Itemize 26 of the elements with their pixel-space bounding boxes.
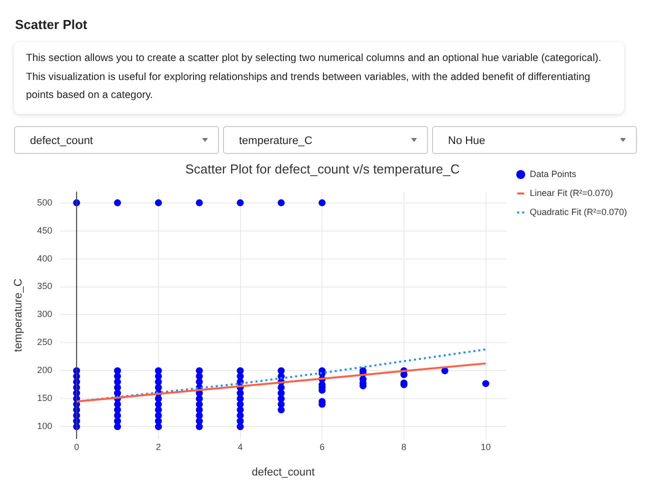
x-tick-label: 4: [238, 442, 243, 452]
y-tick-label: 300: [37, 309, 52, 320]
dropdown-field: temperature_C: [223, 126, 428, 154]
y-tick-label: 100: [37, 421, 52, 432]
dropdown-field: No Hue: [432, 126, 637, 154]
text: This section allows you to create a scatter plot by selecting two numerical columns and an optional hue variable (categorical). This visualization is useful for exploring relationships and trends between variables, with the added benefit of differentiating points based on a category.: [14, 42, 624, 114]
y-tick-label: 200: [37, 365, 52, 376]
y-tick-label: 150: [37, 393, 52, 404]
x-tick-label: 2: [156, 442, 161, 452]
x-axis-title: defect_count: [252, 466, 315, 478]
y-tick-label: 450: [37, 225, 52, 236]
legend-label: Data Points: [530, 168, 577, 179]
x-tick-label: 0: [74, 442, 80, 452]
dropdown-field: defect_count: [14, 126, 219, 154]
x-tick-label: 10: [480, 442, 491, 452]
y-tick-label: 250: [37, 337, 52, 348]
legend-label: Quadratic Fit (R²=0.070): [530, 206, 628, 217]
y-tick-label: 350: [37, 281, 52, 292]
chart-title: Scatter Plot for defect_count v/s temperature_C: [185, 161, 460, 176]
x-tick-label: 8: [401, 442, 406, 452]
y-axis-title: temperature_C: [12, 278, 25, 352]
y-tick-label: 400: [37, 253, 52, 264]
y-tick-label: 500: [37, 197, 52, 208]
text: Scatter Plot: [15, 17, 88, 32]
x-tick-label: 6: [320, 442, 325, 452]
legend-label: Linear Fit (R²=0.070): [530, 188, 614, 198]
